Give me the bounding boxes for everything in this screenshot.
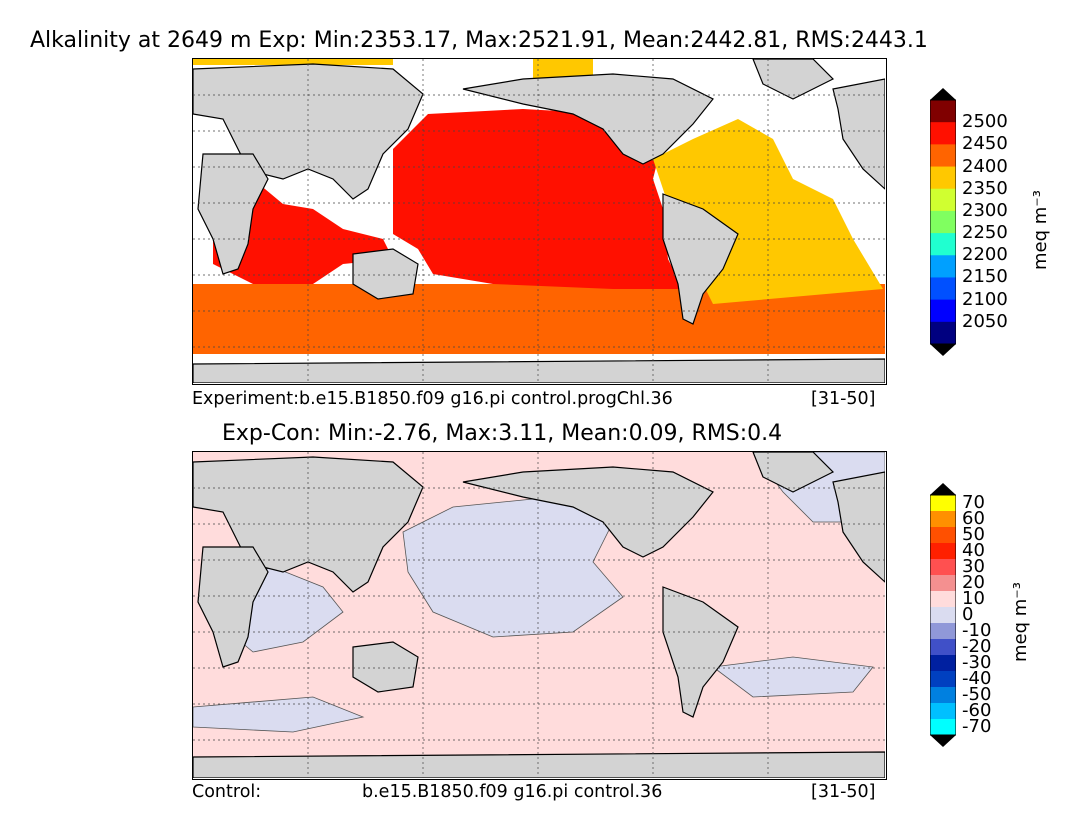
africa-land-b: [197, 546, 269, 668]
bottom-caption-mid: b.e15.B1850.f09 g16.pi control.36: [362, 782, 663, 802]
bottom-colorbar-tick-label: 70: [962, 492, 985, 513]
bottom-colorbar: [930, 483, 956, 747]
antarctica-land: [193, 358, 885, 383]
bottom-colorbar-segment: [930, 655, 956, 672]
bottom-colorbar-tick-label: -40: [962, 668, 992, 689]
south-america-land: [662, 193, 739, 325]
top-colorbar-tick-label: 2050: [962, 310, 1008, 332]
bottom-colorbar-segment: [930, 559, 956, 576]
diff-negative-region-south-atlantic: [711, 656, 874, 698]
north-america-land: [462, 73, 714, 165]
top-colorbar-segment: [930, 166, 956, 190]
europe-land-b: [832, 471, 885, 583]
top-colorbar-segment: [930, 233, 956, 256]
diff-negative-region-pacific: [402, 496, 624, 638]
top-colorbar-tick-label: 2450: [962, 133, 1008, 155]
top-caption-left: Experiment:b.e15.B1850.f09 g16.pi contro…: [192, 389, 673, 409]
top-colorbar-extend-min: [930, 344, 956, 356]
bottom-colorbar-tick-label: -10: [962, 620, 992, 641]
top-colorbar-tick-label: 2250: [962, 222, 1008, 244]
bottom-colorbar-segment: [930, 575, 956, 592]
bottom-colorbar-tick-label: -50: [962, 684, 992, 705]
top-colorbar-segment: [930, 210, 956, 234]
south-america-land-b: [662, 586, 739, 718]
top-colorbar-tick-label: 2200: [962, 244, 1008, 266]
top-map: [192, 58, 887, 385]
africa-land: [197, 153, 269, 275]
antarctica-land-b: [193, 751, 885, 778]
top-colorbar-tick-label: 2350: [962, 177, 1008, 199]
top-unit-label: meq m⁻³: [1030, 189, 1051, 270]
top-colorbar-tick-label: 2150: [962, 266, 1008, 288]
indian-ocean-fill: [213, 179, 393, 284]
top-colorbar-segment: [930, 122, 956, 145]
greenland-land-b: [752, 452, 835, 493]
top-colorbar-segment: [930, 144, 956, 168]
bottom-caption-right: [31-50]: [811, 782, 876, 802]
europe-land: [832, 78, 885, 190]
bottom-colorbar-extend-max: [930, 483, 956, 495]
bottom-colorbar-tick-label: 30: [962, 556, 985, 577]
bottom-colorbar-tick-label: 20: [962, 572, 985, 593]
bottom-colorbar-extend-min: [930, 735, 956, 747]
bottom-colorbar-tick-label: 50: [962, 524, 985, 545]
bottom-unit-label: meq m⁻³: [1010, 581, 1031, 662]
bottom-colorbar-tick-label: 0: [962, 604, 974, 625]
top-colorbar-extend-max: [930, 88, 956, 100]
bottom-colorbar-segment: [930, 719, 956, 736]
bottom-colorbar-segment: [930, 543, 956, 560]
bottom-map: [192, 451, 887, 780]
bottom-colorbar-tick-label: -70: [962, 716, 992, 737]
bottom-colorbar-tick-label: -30: [962, 652, 992, 673]
bottom-colorbar-segment: [930, 607, 956, 624]
eurasia-land: [193, 63, 424, 200]
top-title: Alkalinity at 2649 m Exp: Min:2353.17, M…: [30, 28, 928, 53]
top-colorbar-tick-label: 2300: [962, 199, 1008, 221]
bottom-colorbar-segment: [930, 671, 956, 688]
bottom-colorbar-segment: [930, 687, 956, 704]
eurasia-land-b: [193, 456, 424, 593]
bottom-title: Exp-Con: Min:-2.76, Max:3.11, Mean:0.09,…: [222, 421, 783, 446]
bottom-colorbar-segment: [930, 639, 956, 656]
top-colorbar-segment: [930, 277, 956, 301]
bottom-colorbar-segment: [930, 527, 956, 544]
diff-negative-region-southern: [193, 696, 365, 733]
australia-land-b: [352, 641, 419, 693]
top-colorbar: [930, 88, 956, 356]
north-america-land-b: [462, 466, 714, 558]
top-colorbar-segment: [930, 100, 956, 123]
bottom-colorbar-segment: [930, 703, 956, 720]
greenland-land: [752, 59, 835, 100]
bottom-colorbar-segment: [930, 623, 956, 640]
top-colorbar-segment: [930, 321, 956, 345]
bottom-colorbar-segment: [930, 511, 956, 528]
bottom-colorbar-tick-label: 60: [962, 508, 985, 529]
top-colorbar-segment: [930, 188, 956, 212]
top-caption-right: [31-50]: [811, 389, 876, 409]
bottom-colorbar-segment: [930, 591, 956, 608]
bottom-caption-left: Control:: [192, 782, 262, 802]
bottom-colorbar-tick-label: -60: [962, 700, 992, 721]
arctic-strip: [193, 59, 393, 65]
top-colorbar-segment: [930, 255, 956, 278]
top-colorbar-tick-label: 2500: [962, 111, 1008, 133]
bottom-colorbar-tick-label: 10: [962, 588, 985, 609]
bottom-colorbar-segment: [930, 495, 956, 512]
bottom-colorbar-tick-label: -20: [962, 636, 992, 657]
top-colorbar-tick-label: 2400: [962, 155, 1008, 177]
bottom-colorbar-tick-label: 40: [962, 540, 985, 561]
top-colorbar-segment: [930, 299, 956, 323]
top-colorbar-tick-label: 2100: [962, 288, 1008, 310]
australia-land: [352, 248, 419, 300]
